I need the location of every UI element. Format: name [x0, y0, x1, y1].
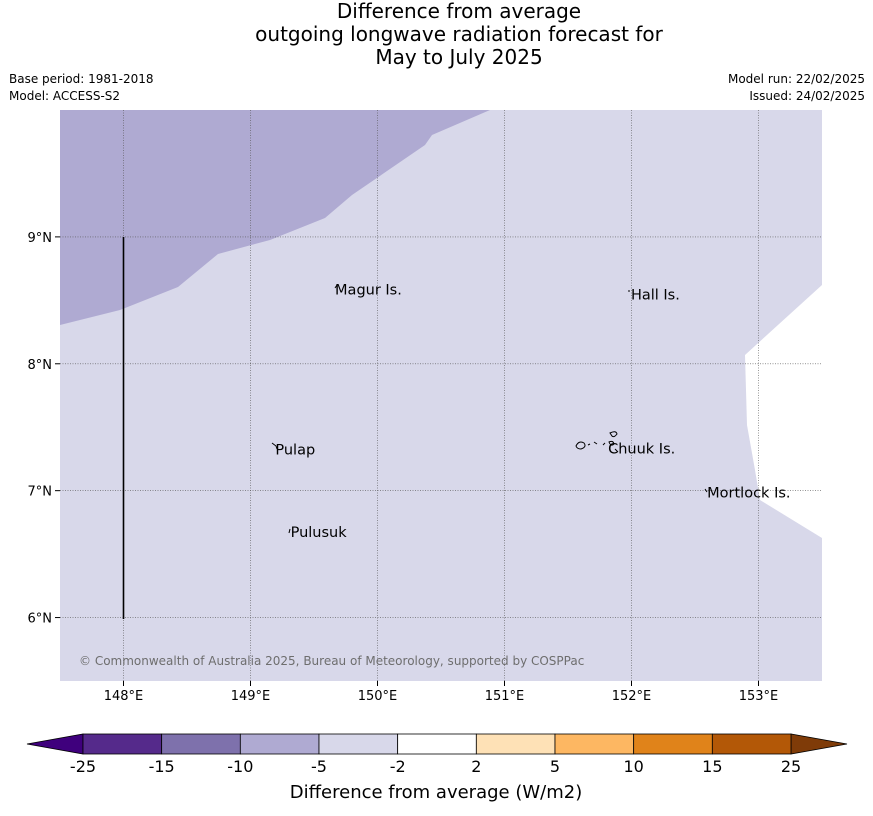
lon-tick-label: 149°E [231, 689, 271, 704]
colorbar-tick-label: 15 [702, 757, 722, 776]
colorbar-segment [82, 733, 163, 755]
anomaly-band-minus10-to-minus5 [60, 110, 490, 325]
colorbar-tick-label: 25 [781, 757, 801, 776]
colorbar-segment [318, 733, 399, 755]
place-labels: Magur Is. Hall Is. Pulap Chuuk Is. Mortlock … [275, 283, 790, 541]
copyright-notice: © Commonwealth of Australia 2025, Bureau… [79, 654, 584, 668]
title-line-2: outgoing longwave radiation forecast for [255, 22, 663, 46]
base-period: Base period: 1981-2018 [9, 72, 154, 86]
pulap-island-outline [271, 442, 278, 450]
place-label-pulusuk: Pulusuk [291, 525, 348, 541]
lon-tick-label: 150°E [358, 689, 398, 704]
lat-tick-label: 7°N [28, 485, 53, 500]
colorbar-segment [397, 733, 477, 755]
colorbar-tick-label: -2 [390, 757, 406, 776]
colorbar-segment [475, 733, 556, 755]
colorbar-title: Difference from average (W/m2) [290, 782, 582, 803]
chuuk-island-outline [575, 431, 619, 453]
colorbar-segment [711, 733, 792, 755]
title-line-1: Difference from average [336, 0, 582, 23]
colorbar-segment [239, 733, 320, 755]
place-label-mortlock-is: Mortlock Is. [707, 486, 790, 502]
colorbar-segment [633, 733, 713, 755]
map-title: Difference from average outgoing longwav… [0, 0, 873, 69]
place-label-pulap: Pulap [275, 443, 315, 459]
colorbar-tick-label: 10 [623, 757, 643, 776]
colorbar-tick-label: 2 [471, 757, 481, 776]
lat-tick-label: 6°N [28, 612, 53, 627]
anomaly-band-minus2-to-2 [745, 285, 822, 538]
lon-tick-label: 153°E [739, 689, 779, 704]
colorbar-tick-label: -25 [70, 757, 96, 776]
place-label-magur-is: Magur Is. [335, 283, 402, 299]
lon-tick-label: 148°E [104, 689, 144, 704]
lat-tick-label: 9°N [28, 231, 53, 246]
colorbar-over-arrow [790, 733, 848, 755]
mortlock-island-outline [704, 488, 708, 493]
colorbar-tick-label: -5 [311, 757, 327, 776]
map-area [60, 110, 822, 681]
colorbar-under-arrow [26, 733, 84, 755]
colorbar-segment [161, 733, 241, 755]
lon-tick-label: 152°E [612, 689, 652, 704]
model-name: Model: ACCESS-S2 [9, 89, 121, 103]
pulusuk-island-outline [288, 528, 291, 534]
colorbar-tick-label: -10 [227, 757, 253, 776]
place-label-chuuk-is: Chuuk Is. [608, 441, 675, 457]
colorbar-segment [554, 733, 635, 755]
model-run: Model run: 22/02/2025 [727, 72, 865, 86]
meta-left: Base period: 1981-2018 Model: ACCESS-S2 [9, 71, 154, 105]
magur-island-outline [334, 284, 338, 289]
place-label-hall-is: Hall Is. [631, 288, 680, 304]
lat-tick-label: 8°N [28, 358, 53, 373]
meta-right: Model run: 22/02/2025 Issued: 24/02/2025 [728, 71, 865, 105]
colorbar-tick-label: 5 [550, 757, 560, 776]
island-outlines [271, 284, 708, 534]
issued-date: Issued: 24/02/2025 [749, 89, 865, 103]
colorbar-tick-label: -15 [149, 757, 175, 776]
lon-tick-label: 151°E [485, 689, 525, 704]
title-line-3: May to July 2025 [375, 45, 543, 69]
